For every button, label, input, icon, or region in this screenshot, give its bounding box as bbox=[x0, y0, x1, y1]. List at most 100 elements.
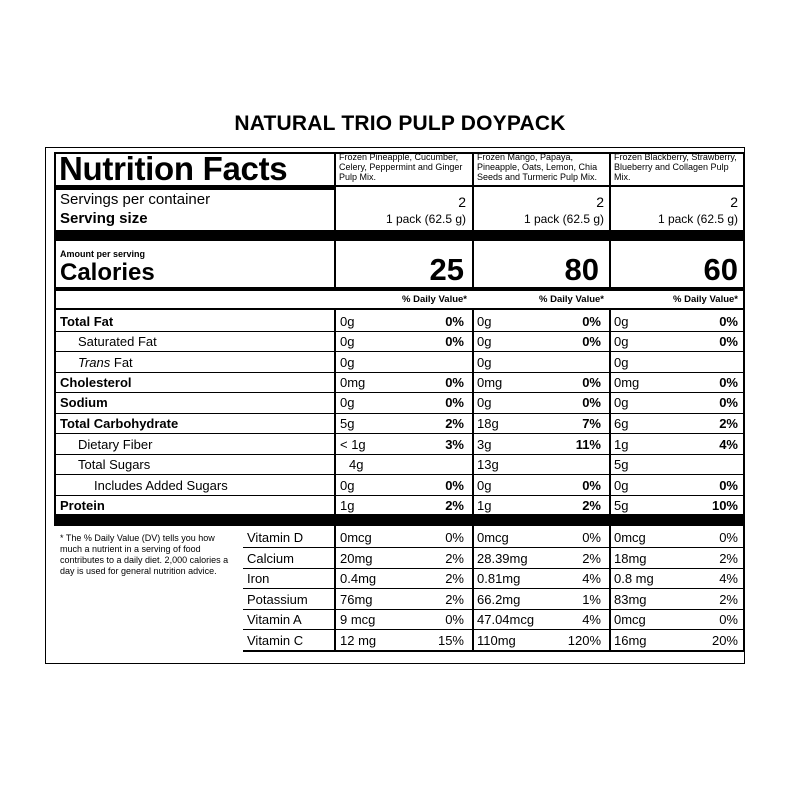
label-dietary-fiber: Dietary Fiber bbox=[78, 437, 153, 452]
vitamin-dv: 2% bbox=[445, 551, 464, 566]
nutrient-amount: < 1g bbox=[340, 437, 366, 452]
nutrient-amount: 13g bbox=[477, 457, 499, 472]
dv-header-3: % Daily Value* bbox=[673, 294, 738, 305]
rule-under-title bbox=[55, 185, 334, 190]
nutrient-amount: 0mg bbox=[477, 375, 503, 390]
vitamin-amount: 0mcg bbox=[477, 530, 509, 545]
vitamin-amount: 0.4mg bbox=[340, 571, 377, 586]
vitamin-dv: 20% bbox=[711, 633, 738, 648]
rule-under-dv bbox=[55, 308, 744, 310]
dv-header-2: % Daily Value* bbox=[539, 294, 604, 305]
vitamin-amount: 0mcg bbox=[614, 530, 646, 545]
nutrient-amount: 0mg bbox=[614, 375, 640, 390]
medium-rule bbox=[55, 287, 744, 291]
vit-sep-5 bbox=[243, 629, 744, 630]
divider-col-2-nutr bbox=[472, 309, 474, 514]
row-sep-2 bbox=[55, 351, 744, 352]
vitamin-amount: 9 mcg bbox=[340, 612, 376, 627]
calories-3: 60 bbox=[703, 252, 738, 287]
vitamin-dv: 120% bbox=[567, 633, 601, 648]
divider-left bbox=[54, 152, 56, 526]
nutrient-amount: 0g bbox=[477, 355, 492, 370]
nutrient-amount: 6g bbox=[614, 416, 629, 431]
nutrient-dv: 0% bbox=[582, 375, 601, 390]
label-protein: Protein bbox=[60, 498, 105, 513]
vitamin-amount: 0mcg bbox=[340, 530, 372, 545]
label-fat: Fat bbox=[110, 355, 133, 370]
serving-size-3: 1 pack (62.5 g) bbox=[657, 212, 738, 226]
vitamin-amount: 12 mg bbox=[340, 633, 377, 648]
product-description-2: Frozen Mango, Papaya, Pineapple, Oats, L… bbox=[477, 152, 598, 182]
nutrient-amount: 0g bbox=[340, 314, 355, 329]
divider-col-2-cal bbox=[472, 241, 474, 287]
servings-2: 2 bbox=[596, 194, 604, 210]
nutrient-dv: 0% bbox=[582, 334, 601, 349]
vitamin-amount: 18mg bbox=[614, 551, 647, 566]
vitamin-amount: 16mg bbox=[614, 633, 647, 648]
amount-per-serving: Amount per serving bbox=[60, 249, 146, 259]
page-title: NATURAL TRIO PULP DOYPACK bbox=[234, 112, 566, 135]
row-sep-3 bbox=[55, 372, 744, 373]
vitamin-amount: 47.04mcg bbox=[477, 612, 535, 627]
serving-size-2: 1 pack (62.5 g) bbox=[523, 212, 604, 226]
nutrient-dv: 11% bbox=[575, 437, 601, 452]
nutrient-dv: 2% bbox=[719, 416, 738, 431]
product-description-3: Frozen Blackberry, Strawberry, Blueberry… bbox=[614, 152, 737, 182]
divider-col-1-vit bbox=[334, 526, 336, 652]
vit-sep-4 bbox=[243, 609, 744, 610]
nutrient-dv: 0% bbox=[445, 395, 464, 410]
nutrient-amount: 4g bbox=[349, 457, 364, 472]
divider-col-1-nutr bbox=[334, 309, 336, 514]
serving-size-1: 1 pack (62.5 g) bbox=[385, 212, 466, 226]
vitamin-dv: 0% bbox=[582, 530, 601, 545]
nutrient-dv: 0% bbox=[719, 334, 738, 349]
row-sep-9 bbox=[55, 495, 744, 496]
row-sep-1 bbox=[55, 331, 744, 332]
divider-col-2-vit bbox=[472, 526, 474, 652]
nutrient-dv: 7% bbox=[582, 416, 601, 431]
nutrient-amount: 0g bbox=[477, 395, 492, 410]
calories-label: Calories bbox=[60, 259, 155, 286]
nutrient-amount: 3g bbox=[477, 437, 492, 452]
nutrient-dv: 0% bbox=[719, 478, 738, 493]
rule-under-descriptions bbox=[334, 185, 744, 187]
rule-top bbox=[54, 152, 744, 154]
vitamin-dv: 4% bbox=[719, 571, 738, 586]
vitamin-label: Calcium bbox=[247, 551, 294, 566]
vitamin-amount: 28.39mg bbox=[477, 551, 528, 566]
nutrient-dv: 0% bbox=[582, 395, 601, 410]
nutrient-amount: 0g bbox=[614, 355, 629, 370]
nutrient-amount: 0g bbox=[340, 355, 355, 370]
nutrient-amount: 0mg bbox=[340, 375, 366, 390]
nutrient-dv: 2% bbox=[582, 498, 601, 513]
nutrient-amount: 0g bbox=[614, 334, 629, 349]
vitamin-label: Vitamin C bbox=[247, 633, 304, 648]
row-sep-4 bbox=[55, 392, 744, 393]
nutrient-amount: 0g bbox=[614, 395, 629, 410]
nutrient-amount: 1g bbox=[477, 498, 492, 513]
vitamin-label: Vitamin D bbox=[247, 530, 304, 545]
nutrient-dv: 2% bbox=[445, 498, 464, 513]
label-total-carbohydrate: Total Carbohydrate bbox=[60, 416, 179, 431]
vitamin-dv: 4% bbox=[582, 571, 601, 586]
nutrient-amount: 5g bbox=[614, 498, 629, 513]
nutrient-dv: 0% bbox=[445, 334, 464, 349]
vitamin-dv: 4% bbox=[582, 612, 601, 627]
divider-col-3-vit bbox=[609, 526, 611, 652]
nutrient-amount: 1g bbox=[340, 498, 355, 513]
divider-col-1-cal bbox=[334, 241, 336, 287]
panel-title: Nutrition Facts bbox=[59, 150, 288, 187]
vit-sep-2 bbox=[243, 568, 744, 569]
nutrient-amount: 5g bbox=[340, 416, 355, 431]
vit-sep-3 bbox=[243, 588, 744, 589]
vitamin-amount: 0mcg bbox=[614, 612, 646, 627]
vitamin-amount: 83mg bbox=[614, 592, 647, 607]
nutrition-facts-label: Nutrition Facts Frozen Pineapple, Cucumb… bbox=[45, 147, 745, 664]
vitamin-dv: 2% bbox=[582, 551, 601, 566]
servings-1: 2 bbox=[458, 194, 466, 210]
nutrient-dv: 0% bbox=[582, 478, 601, 493]
label-added-sugars: Includes Added Sugars bbox=[94, 478, 228, 493]
nutrient-dv: 0% bbox=[719, 314, 738, 329]
divider-col-3-nutr bbox=[609, 309, 611, 514]
nutrient-amount: 0g bbox=[614, 314, 629, 329]
